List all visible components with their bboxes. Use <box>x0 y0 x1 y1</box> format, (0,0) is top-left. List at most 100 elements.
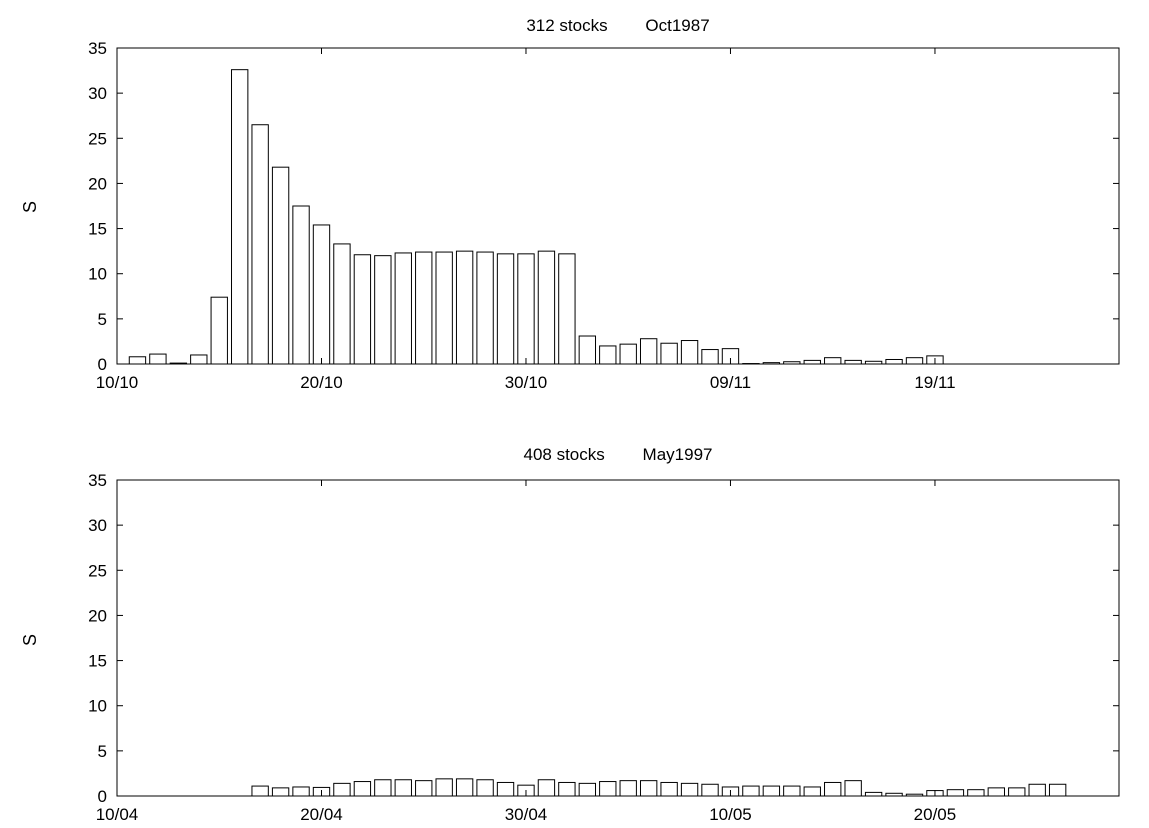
bar <box>681 783 697 796</box>
chart-panel-oct1987: 312 stocks Oct1987 S 0 5 10 15 20 25 30 35 10/10 20… <box>20 16 1119 392</box>
bar <box>272 788 288 796</box>
y-tick-label: 10 <box>88 697 107 716</box>
bar <box>702 784 718 796</box>
x-tick-label: 20/05 <box>914 805 957 823</box>
bar <box>252 786 268 796</box>
bar <box>293 206 309 364</box>
bar <box>436 252 452 364</box>
bar <box>804 360 820 364</box>
bar <box>191 355 207 364</box>
bar <box>743 786 759 796</box>
bar <box>804 787 820 796</box>
bar <box>232 70 248 364</box>
bar <box>1029 784 1045 796</box>
x-tick-label: 30/10 <box>505 373 548 392</box>
bar <box>865 792 881 796</box>
y-tick-label: 30 <box>88 516 107 535</box>
x-tick-label: 10/04 <box>96 805 139 823</box>
y-axis-label: S <box>20 201 40 213</box>
bar <box>1049 784 1065 796</box>
bar <box>681 341 697 364</box>
bar <box>600 782 616 796</box>
y-tick-label: 15 <box>88 220 107 239</box>
bar <box>252 125 268 364</box>
bar <box>497 254 513 364</box>
bar <box>968 790 984 796</box>
bar <box>579 336 595 364</box>
bar <box>886 359 902 364</box>
bar <box>845 781 861 796</box>
bar <box>1009 788 1025 796</box>
y-tick-label: 30 <box>88 84 107 103</box>
bar <box>456 251 472 364</box>
x-tick-label: 19/11 <box>914 373 955 392</box>
bar <box>293 787 309 796</box>
bar <box>845 360 861 364</box>
bar <box>477 780 493 796</box>
y-tick-label: 25 <box>88 129 107 148</box>
bar <box>375 780 391 796</box>
y-tick-label: 15 <box>88 652 107 671</box>
bar <box>825 782 841 796</box>
bar <box>763 786 779 796</box>
bar <box>313 225 329 364</box>
bar <box>988 788 1004 796</box>
bar <box>436 779 452 796</box>
bar <box>129 357 145 364</box>
bar <box>334 783 350 796</box>
y-tick-label: 10 <box>88 265 107 284</box>
plot-frame <box>117 480 1119 796</box>
x-tick-label: 10/10 <box>96 373 139 392</box>
bar <box>456 779 472 796</box>
y-tick-label: 20 <box>88 174 107 193</box>
bar <box>375 256 391 364</box>
bar <box>395 253 411 364</box>
y-tick-label: 0 <box>98 787 107 806</box>
chart-title: 408 stocks May1997 <box>524 445 713 464</box>
bar <box>416 781 432 796</box>
bar <box>702 350 718 364</box>
x-tick-label: 10/05 <box>709 805 752 823</box>
y-tick-label: 35 <box>88 39 107 58</box>
bar <box>497 782 513 796</box>
bar <box>640 781 656 796</box>
bar <box>477 252 493 364</box>
bar <box>272 167 288 364</box>
y-tick-label: 35 <box>88 471 107 490</box>
bar <box>579 783 595 796</box>
bar <box>538 780 554 796</box>
bar <box>661 782 677 796</box>
bar <box>416 252 432 364</box>
chart-title: 312 stocks Oct1987 <box>526 16 709 35</box>
bar <box>354 782 370 796</box>
bar <box>661 343 677 364</box>
bar <box>600 346 616 364</box>
y-tick-label: 20 <box>88 606 107 625</box>
bar <box>395 780 411 796</box>
bar <box>825 358 841 364</box>
bar <box>559 782 575 796</box>
y-tick-label: 0 <box>98 355 107 374</box>
x-tick-label: 20/04 <box>300 805 343 823</box>
bar <box>518 254 534 364</box>
x-tick-label: 09/11 <box>710 373 751 392</box>
bar <box>784 786 800 796</box>
bar <box>150 354 166 364</box>
y-tick-label: 25 <box>88 561 107 580</box>
x-tick-label: 30/04 <box>505 805 548 823</box>
bar <box>620 344 636 364</box>
bar <box>559 254 575 364</box>
bar <box>211 297 227 364</box>
bar <box>640 339 656 364</box>
y-tick-label: 5 <box>98 310 107 329</box>
x-tick-label: 20/10 <box>300 373 343 392</box>
bar <box>906 358 922 364</box>
bar <box>620 781 636 796</box>
bar <box>334 244 350 364</box>
bar <box>354 255 370 364</box>
y-tick-label: 5 <box>98 742 107 761</box>
bar <box>947 790 963 796</box>
